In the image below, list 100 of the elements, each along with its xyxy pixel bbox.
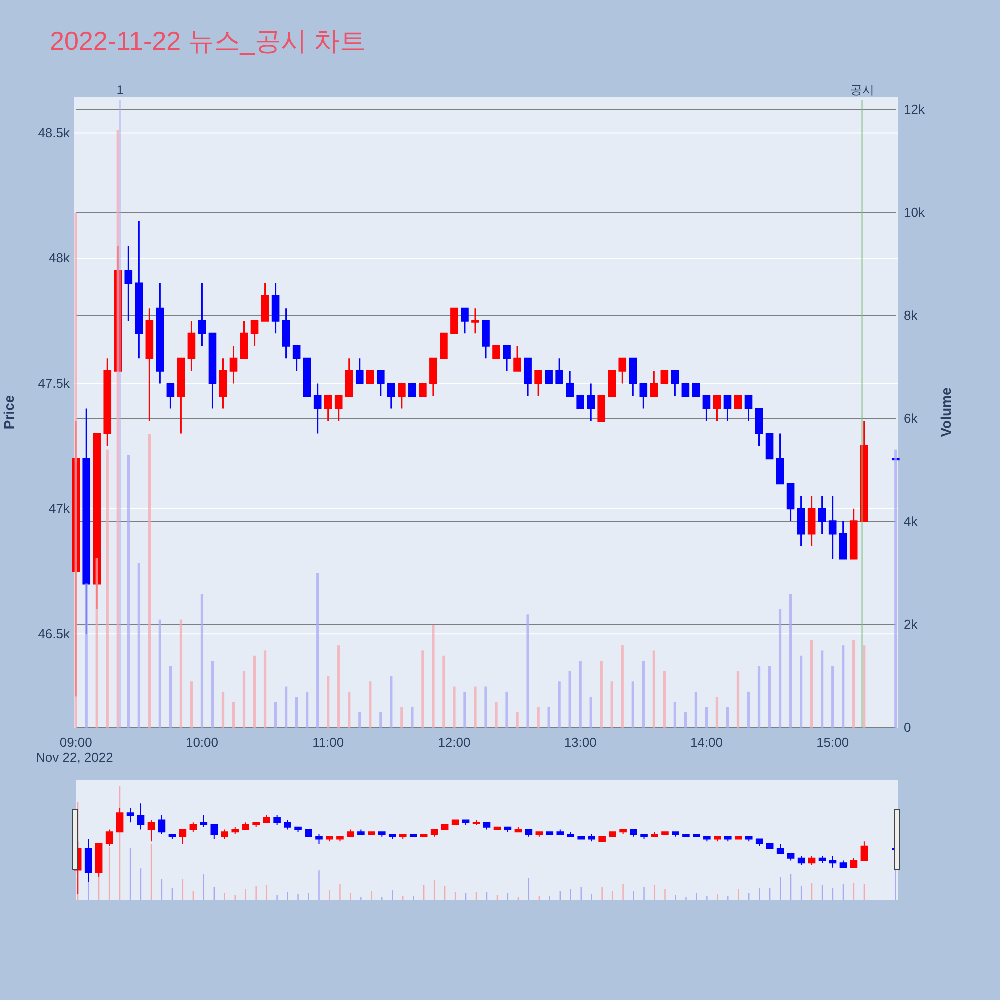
- y-tick-label: 46.5k: [38, 626, 70, 642]
- x-tick-label: 10:00: [186, 735, 218, 750]
- candlestick: [135, 220, 144, 360]
- bar: [348, 692, 351, 728]
- y-tick-label: 47k: [49, 501, 70, 516]
- bar: [652, 650, 656, 728]
- bar: [842, 646, 845, 728]
- bar: [369, 682, 372, 728]
- bar: [432, 624, 435, 728]
- chart-title: 2022-11-22 뉴스_공시 차트: [50, 26, 366, 56]
- bar: [832, 666, 834, 728]
- bar: [768, 666, 772, 728]
- candlestick: [576, 395, 584, 410]
- candlestick: [492, 345, 500, 360]
- candlestick: [776, 433, 784, 485]
- candlestick: [755, 408, 764, 448]
- candlestick: [324, 395, 332, 422]
- candlestick: [682, 382, 690, 397]
- bar: [106, 450, 109, 728]
- bar: [390, 676, 393, 728]
- bar: [894, 450, 898, 728]
- candlestick: [828, 496, 837, 560]
- bar: [758, 666, 761, 728]
- candlestick: [482, 320, 490, 360]
- bar: [211, 661, 214, 728]
- bar: [610, 682, 614, 728]
- bar: [264, 650, 267, 728]
- candlestick: [650, 370, 658, 397]
- y2-tick-label: 8k: [904, 308, 918, 324]
- y-tick-label: 48k: [49, 250, 70, 266]
- bar: [327, 676, 330, 728]
- bar: [442, 656, 446, 728]
- x-tick-label: 13:00: [564, 735, 597, 750]
- candlestick: [786, 483, 795, 522]
- candlestick: [461, 308, 469, 334]
- bar: [464, 692, 466, 728]
- candlestick: [472, 308, 480, 334]
- candlestick: [250, 320, 259, 347]
- ref-line-label: 1: [116, 83, 124, 97]
- candlestick: [240, 320, 248, 360]
- y2-tick-label: 0: [904, 720, 912, 736]
- candlestick: [660, 370, 669, 384]
- y-axis-title: Price: [1, 395, 17, 430]
- bar: [726, 707, 730, 728]
- candlestick: [388, 382, 396, 410]
- bar: [306, 692, 309, 728]
- candlestick: [671, 370, 680, 397]
- bar: [716, 697, 719, 728]
- bar: [568, 671, 572, 728]
- candlestick: [702, 395, 711, 422]
- y2-tick-label: 4k: [904, 514, 918, 530]
- bar: [242, 671, 246, 728]
- candlestick: [598, 395, 606, 422]
- candlestick: [398, 382, 406, 410]
- bar: [642, 661, 645, 728]
- candlestick: [545, 370, 553, 384]
- bar: [621, 646, 624, 728]
- candlestick: [124, 245, 133, 322]
- candlestick: [629, 358, 638, 397]
- candlestick: [640, 382, 648, 410]
- y-tick-label: 48.5k: [38, 125, 70, 140]
- y2-tick-label: 12k: [904, 102, 926, 118]
- bar: [600, 661, 603, 728]
- candlestick: [839, 520, 848, 560]
- candlestick: [618, 358, 627, 384]
- candlestick: [208, 332, 217, 410]
- candlestick: [587, 382, 596, 422]
- candlestick: [713, 395, 722, 422]
- candlestick: [356, 358, 364, 384]
- bar: [810, 640, 814, 728]
- y2-axis-title: Volume: [938, 388, 954, 438]
- bar: [800, 656, 803, 728]
- candlestick: [608, 370, 616, 397]
- bar: [253, 656, 256, 728]
- bar: [158, 620, 162, 728]
- candlestick: [104, 358, 112, 448]
- bar: [484, 686, 488, 728]
- bar: [674, 702, 676, 728]
- ref-line-label: 공시: [850, 83, 874, 97]
- bar: [96, 558, 98, 728]
- bar: [632, 682, 634, 728]
- candlestick: [166, 382, 175, 410]
- bar: [190, 682, 194, 728]
- y-tick-label: 47.5k: [38, 376, 70, 391]
- bar: [148, 434, 151, 728]
- bar: [694, 692, 698, 728]
- bar: [590, 697, 592, 728]
- bar: [579, 661, 582, 728]
- candlestick: [219, 358, 228, 410]
- bar: [863, 646, 866, 728]
- bar: [495, 702, 498, 728]
- bar: [474, 686, 477, 728]
- bar: [284, 686, 288, 728]
- candlestick: [850, 508, 858, 560]
- candlestick: [366, 370, 374, 384]
- candlestick: [440, 332, 448, 360]
- bar: [358, 712, 362, 728]
- candlestick: [419, 382, 427, 397]
- bar: [558, 682, 561, 728]
- bar: [821, 650, 824, 728]
